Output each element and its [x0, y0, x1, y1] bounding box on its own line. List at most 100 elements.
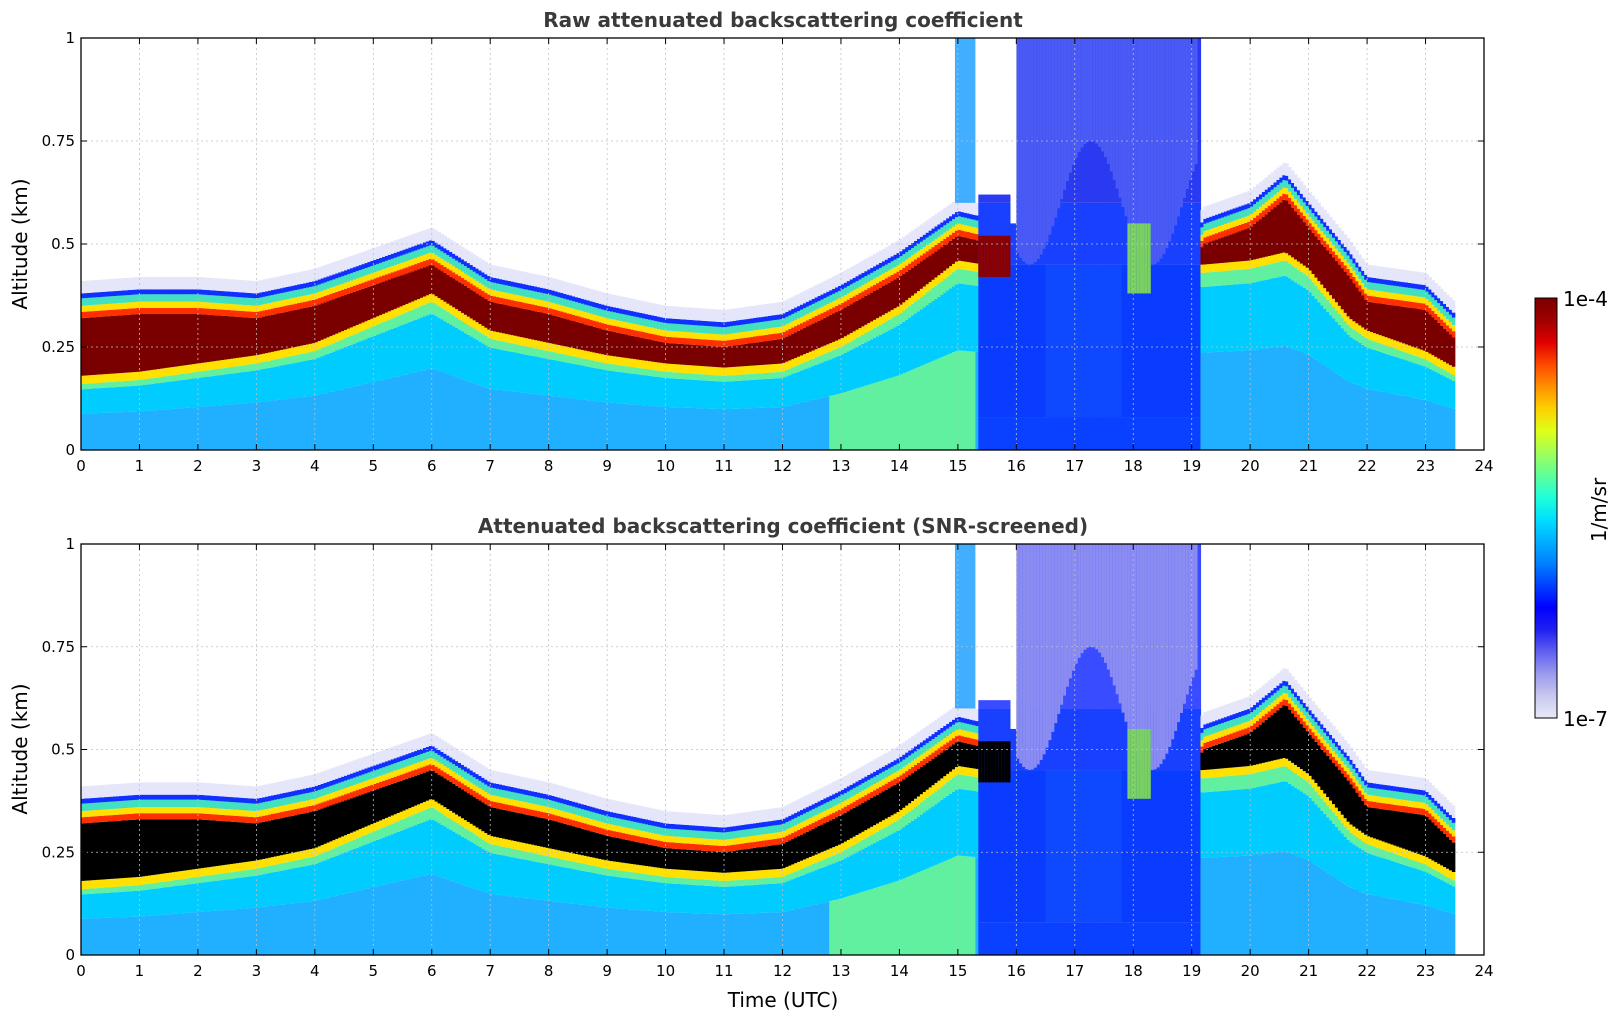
heatmap-cell [332, 279, 336, 287]
heatmap-cell [519, 288, 523, 296]
heatmap-cell [893, 316, 898, 328]
heatmap-column [572, 283, 576, 450]
heatmap-cell [1343, 321, 1348, 332]
heatmap-cell [1264, 256, 1269, 265]
heatmap-cell [612, 364, 617, 372]
heatmap-cell [174, 366, 179, 375]
heatmap-cell [1361, 283, 1365, 290]
heatmap-cell [417, 256, 421, 264]
heatmap-cell [285, 305, 290, 312]
heatmap-cell [1334, 373, 1339, 450]
heatmap-cell [583, 287, 588, 300]
heatmap-column [341, 258, 345, 450]
heatmap-cell [1317, 220, 1321, 228]
heatmap-cell [662, 406, 667, 450]
heatmap-cell [1191, 264, 1196, 418]
heatmap-cell [1054, 38, 1058, 218]
heatmap-cell [218, 309, 222, 316]
heatmap-cell [496, 389, 500, 450]
heatmap-cell [192, 276, 196, 290]
heatmap-cell [1334, 254, 1339, 262]
heatmap-cell [411, 271, 415, 302]
heatmap-cell [1410, 362, 1415, 398]
heatmap-cell [270, 400, 275, 450]
heatmap-cell [817, 300, 822, 309]
heatmap-cell [83, 383, 88, 390]
heatmap-cell [1288, 191, 1292, 198]
heatmap-cell [224, 296, 228, 304]
heatmap-cell [1174, 202, 1178, 265]
heatmap-cell [1372, 282, 1377, 291]
heatmap-cell [107, 382, 111, 388]
heatmap-column [946, 205, 950, 450]
heatmap-cell [691, 373, 696, 380]
heatmap-cell [861, 343, 865, 387]
heatmap-cell [595, 361, 599, 369]
heatmap-cell [744, 331, 749, 338]
heatmap-cell [618, 333, 623, 358]
heatmap-column [1127, 38, 1131, 450]
heatmap-cell [452, 326, 456, 377]
heatmap-cell [241, 311, 246, 318]
heatmap-cell [250, 305, 255, 312]
heatmap-cell [414, 264, 418, 271]
heatmap-cell [1451, 324, 1456, 332]
heatmap-cell [507, 268, 512, 281]
heatmap-cell [387, 319, 392, 331]
heatmap-cell [1434, 371, 1438, 404]
heatmap-cell [1016, 417, 1020, 450]
heatmap-column [794, 295, 798, 450]
heatmap-column [691, 307, 696, 450]
heatmap-cell [598, 401, 602, 450]
heatmap-cell [735, 380, 740, 409]
heatmap-cell [487, 346, 491, 389]
heatmap-cell [484, 387, 488, 450]
heatmap-cell [1124, 38, 1129, 217]
heatmap-cell [697, 365, 702, 375]
heatmap-cell [151, 289, 155, 295]
heatmap-cell [212, 405, 217, 450]
heatmap-cell [1446, 319, 1450, 326]
heatmap-cell [835, 275, 839, 288]
heatmap-cell [671, 331, 675, 338]
heatmap-cell [949, 203, 953, 217]
heatmap-cell [931, 360, 936, 450]
heatmap-cell [253, 318, 257, 356]
heatmap-cell [741, 331, 746, 339]
heatmap-cell [911, 303, 915, 316]
heatmap-cell [1352, 246, 1356, 259]
heatmap-cell [1273, 254, 1278, 263]
heatmap-cell [364, 263, 369, 268]
heatmap-cell [1115, 202, 1120, 265]
heatmap-cell [221, 374, 225, 406]
heatmap-cell [840, 309, 845, 338]
heatmap-cell [604, 330, 608, 355]
heatmap-cell [148, 301, 152, 308]
heatmap-cell [405, 267, 409, 274]
heatmap-cell [145, 307, 149, 315]
heatmap-cell [232, 310, 237, 317]
heatmap-column [183, 276, 187, 450]
heatmap-column [881, 248, 886, 450]
heatmap-cell [332, 292, 336, 300]
raw-y-axis-label: Altitude (km) [8, 178, 32, 309]
heatmap-cell [767, 328, 772, 335]
heatmap-cell [227, 359, 231, 368]
heatmap-cell [1104, 264, 1108, 418]
heatmap-cell [341, 258, 345, 272]
heatmap-cell [215, 405, 219, 450]
heatmap-cell [116, 386, 120, 413]
heatmap-column [1057, 38, 1061, 450]
heatmap-cell [1235, 261, 1240, 270]
heatmap-cell [107, 303, 111, 311]
heatmap-cell [1288, 179, 1292, 185]
heatmap-cell [1364, 287, 1368, 294]
heatmap-cell [192, 372, 196, 379]
heatmap-cell [770, 407, 775, 450]
heatmap-cell [1092, 202, 1096, 265]
heatmap-cell [896, 265, 901, 272]
heatmap-cell [458, 282, 462, 312]
heatmap-column [1343, 234, 1348, 450]
heatmap-cell [589, 325, 594, 352]
heatmap-cell [542, 306, 547, 314]
